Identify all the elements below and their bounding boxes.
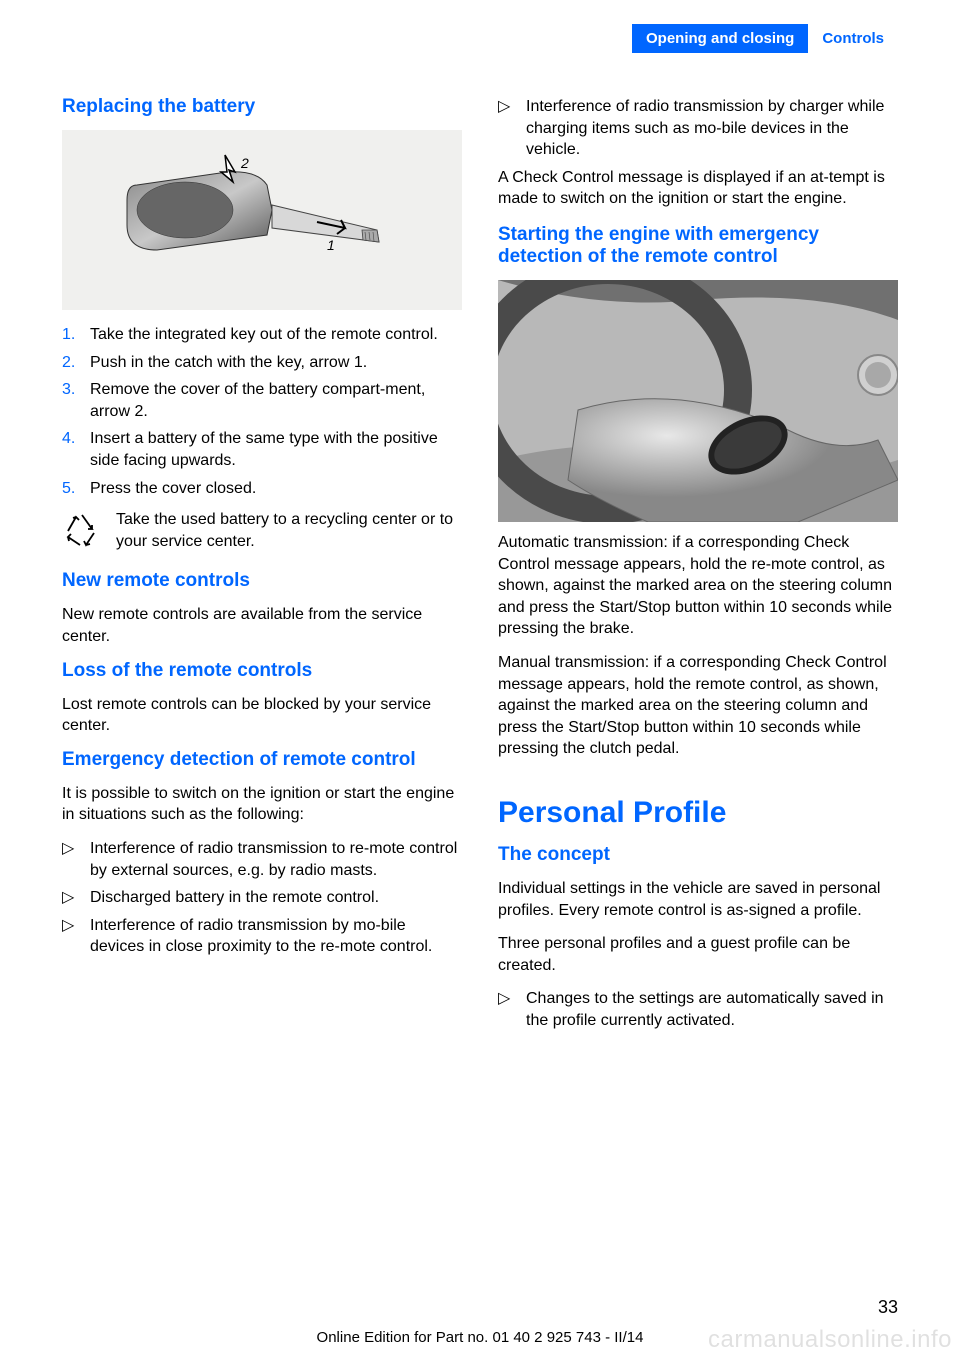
svg-text:1: 1 (327, 237, 335, 253)
bullet-text: Discharged battery in the remote control… (90, 887, 462, 909)
step-item: 3. Remove the cover of the battery compa… (62, 379, 462, 422)
concept-bullets: ▷ Changes to the settings are automatica… (498, 988, 898, 1031)
step-item: 4. Insert a battery of the same type wit… (62, 428, 462, 471)
paragraph-concept-2: Three personal profiles and a guest prof… (498, 933, 898, 976)
step-number: 5. (62, 478, 90, 500)
header-tab-opening: Opening and closing (632, 24, 808, 53)
paragraph-new-remote: New remote controls are available from t… (62, 604, 462, 647)
heading-concept: The concept (498, 844, 898, 866)
header-tab-controls: Controls (808, 24, 898, 53)
step-number: 1. (62, 324, 90, 346)
emergency-bullets: ▷ Interference of radio transmission to … (62, 838, 462, 958)
heading-personal-profile: Personal Profile (498, 796, 898, 830)
bullet-item: ▷ Interference of radio transmission by … (498, 96, 898, 161)
step-text: Take the integrated key out of the remot… (90, 324, 462, 346)
page-content: Replacing the battery 1 (62, 96, 898, 1037)
bullet-marker: ▷ (498, 96, 526, 161)
left-column: Replacing the battery 1 (62, 96, 462, 1037)
bullet-text: Interference of radio transmission by ch… (526, 96, 898, 161)
paragraph-manual-transmission: Manual transmission: if a corresponding … (498, 652, 898, 760)
bullet-text: Changes to the settings are automaticall… (526, 988, 898, 1031)
step-number: 3. (62, 379, 90, 422)
step-item: 1. Take the integrated key out of the re… (62, 324, 462, 346)
svg-text:2: 2 (240, 155, 249, 171)
paragraph-check-control: A Check Control message is displayed if … (498, 167, 898, 210)
bullet-marker: ▷ (498, 988, 526, 1031)
emergency-bullets-continued: ▷ Interference of radio transmission by … (498, 96, 898, 161)
step-text: Remove the cover of the battery compart‐… (90, 379, 462, 422)
bullet-marker: ▷ (62, 915, 90, 958)
bullet-item: ▷ Interference of radio transmission to … (62, 838, 462, 881)
paragraph-loss-remote: Lost remote controls can be blocked by y… (62, 694, 462, 737)
step-item: 5. Press the cover closed. (62, 478, 462, 500)
watermark: carmanualsonline.info (708, 1326, 952, 1354)
bullet-marker: ▷ (62, 838, 90, 881)
paragraph-auto-transmission: Automatic transmission: if a correspondi… (498, 532, 898, 640)
paragraph-emergency: It is possible to switch on the ignition… (62, 783, 462, 826)
heading-loss-remote: Loss of the remote controls (62, 660, 462, 682)
heading-emergency-detection: Emergency detection of remote control (62, 749, 462, 771)
bullet-marker: ▷ (62, 887, 90, 909)
figure-key-battery: 1 2 (62, 130, 462, 310)
step-text: Insert a battery of the same type with t… (90, 428, 462, 471)
key-diagram-svg: 1 2 (117, 150, 407, 290)
step-text: Press the cover closed. (90, 478, 462, 500)
steps-list: 1. Take the integrated key out of the re… (62, 324, 462, 499)
bullet-text: Interference of radio transmission by mo… (90, 915, 462, 958)
step-item: 2. Push in the catch with the key, arrow… (62, 352, 462, 374)
figure-steering-column (498, 280, 898, 522)
bullet-text: Interference of radio transmission to re… (90, 838, 462, 881)
heading-replacing-battery: Replacing the battery (62, 96, 462, 118)
heading-starting-emergency: Starting the engine with emergency detec… (498, 224, 898, 268)
step-number: 2. (62, 352, 90, 374)
right-column: ▷ Interference of radio transmission by … (498, 96, 898, 1037)
heading-new-remote: New remote controls (62, 570, 462, 592)
steering-diagram-svg (498, 280, 898, 522)
recycle-icon (62, 509, 102, 549)
bullet-item: ▷ Interference of radio transmission by … (62, 915, 462, 958)
step-number: 4. (62, 428, 90, 471)
bullet-item: ▷ Discharged battery in the remote contr… (62, 887, 462, 909)
bullet-item: ▷ Changes to the settings are automatica… (498, 988, 898, 1031)
step-text: Push in the catch with the key, arrow 1. (90, 352, 462, 374)
recycle-note: Take the used battery to a recycling cen… (62, 509, 462, 552)
page-number: 33 (878, 1297, 898, 1318)
recycle-text: Take the used battery to a recycling cen… (116, 509, 462, 552)
header-tabs: Opening and closing Controls (632, 24, 898, 53)
paragraph-concept-1: Individual settings in the vehicle are s… (498, 878, 898, 921)
